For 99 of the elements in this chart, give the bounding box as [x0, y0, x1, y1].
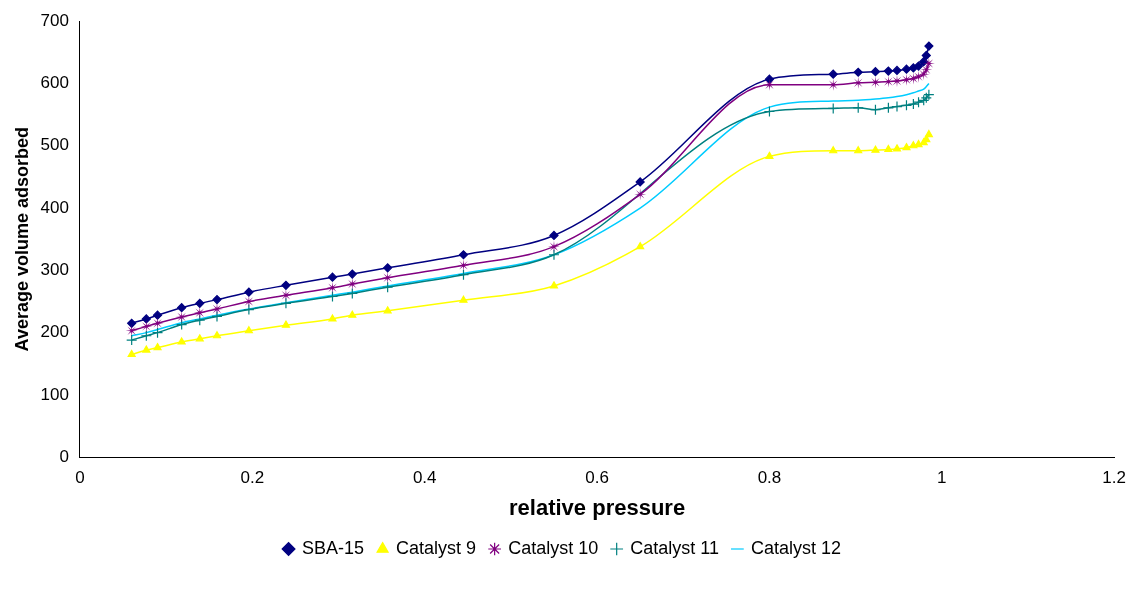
point: [195, 298, 205, 308]
point: [140, 330, 152, 342]
point: [193, 306, 206, 319]
x-tick-label: 0.8: [757, 468, 782, 488]
x-tick-label: 0.6: [585, 468, 609, 488]
point: [765, 151, 774, 159]
point: [892, 65, 902, 76]
point: [151, 327, 164, 339]
point: [458, 250, 469, 260]
point: [636, 242, 645, 250]
x-tick-label: 1.2: [1102, 468, 1126, 488]
point: [548, 249, 560, 261]
point: [194, 314, 206, 326]
point: [141, 314, 151, 324]
point: [884, 144, 893, 153]
legend-label: Catalyst 9: [396, 537, 477, 558]
point: [152, 310, 163, 320]
y-tick-label: 300: [40, 260, 69, 280]
point: [924, 41, 934, 51]
point: [243, 303, 255, 316]
point: [828, 69, 838, 79]
legend-label: Catalyst 11: [630, 537, 719, 558]
y-tick-label: 700: [40, 10, 69, 30]
x-tick-label: 0.2: [240, 468, 265, 488]
point: [212, 295, 222, 305]
point: [346, 287, 358, 299]
point: [924, 129, 933, 138]
point: [457, 259, 470, 272]
point: [870, 67, 881, 77]
point: [281, 320, 291, 328]
point: [900, 99, 913, 111]
point: [177, 337, 186, 345]
point: [764, 74, 775, 84]
point: [902, 143, 911, 151]
point: [151, 317, 164, 330]
point: [869, 104, 882, 116]
point: [763, 105, 776, 118]
x-tick-label: 1: [937, 468, 947, 488]
y-tick-label: 0: [59, 446, 69, 466]
point: [177, 303, 187, 313]
point: [127, 349, 136, 358]
point: [921, 50, 931, 61]
point: [900, 73, 913, 86]
y-axis-title: Average volume adsorbed: [11, 126, 32, 352]
y-tick-label: 400: [40, 197, 69, 217]
point: [281, 280, 291, 290]
point: [348, 310, 357, 318]
point: [457, 269, 470, 281]
x-tick-label: 0.4: [412, 468, 437, 488]
point: [125, 324, 138, 337]
y-tick-label: 100: [40, 384, 69, 404]
point: [142, 345, 151, 353]
point: [280, 297, 292, 309]
point: [871, 145, 880, 153]
point: [127, 318, 137, 328]
point: [383, 306, 392, 314]
point: [852, 102, 864, 114]
point: [829, 146, 838, 154]
point: [901, 64, 912, 74]
point: [634, 188, 647, 201]
point: [126, 334, 138, 346]
point: [195, 334, 204, 342]
point: [140, 320, 153, 333]
point: [381, 271, 394, 284]
legend-label: SBA-15: [302, 537, 365, 558]
point: [328, 314, 337, 322]
point: [347, 269, 357, 279]
point: [882, 102, 894, 114]
point: [153, 342, 162, 351]
point: [459, 295, 468, 303]
y-tick-label: 600: [40, 73, 69, 93]
point: [549, 281, 559, 289]
y-tick-label: 200: [40, 322, 69, 342]
y-tick-label: 500: [40, 135, 69, 155]
point: [827, 102, 839, 114]
point: [907, 72, 920, 85]
point: [907, 98, 919, 110]
point: [883, 66, 893, 76]
point: [854, 146, 863, 154]
point: [853, 67, 863, 77]
point: [244, 326, 253, 334]
point: [382, 281, 394, 293]
point: [211, 310, 223, 323]
legend-label: Catalyst 12: [750, 537, 841, 558]
point: [549, 230, 559, 241]
point: [892, 144, 902, 152]
point: [920, 63, 933, 76]
point: [244, 287, 254, 297]
point: [383, 263, 393, 273]
point: [635, 177, 645, 187]
point: [327, 272, 338, 282]
point: [891, 100, 903, 113]
point: [914, 139, 923, 148]
point: [326, 281, 339, 294]
point: [913, 61, 924, 71]
x-tick-label: 0: [75, 468, 85, 488]
legend-label: Catalyst 10: [508, 537, 599, 558]
point: [212, 331, 222, 339]
x-axis-title: relative pressure: [509, 494, 686, 520]
